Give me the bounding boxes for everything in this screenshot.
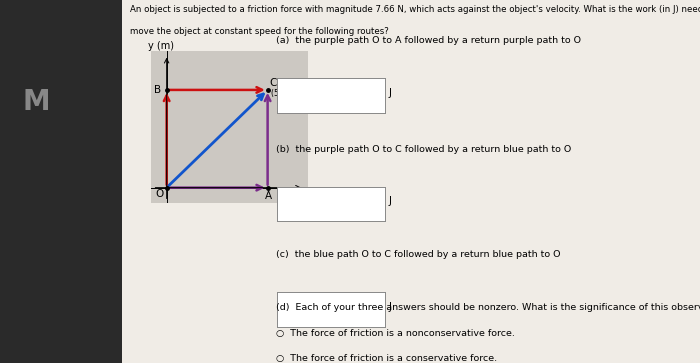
Text: B: B xyxy=(154,85,161,95)
Text: M: M xyxy=(23,87,50,116)
Text: (c)  the blue path O to C followed by a return blue path to O: (c) the blue path O to C followed by a r… xyxy=(276,250,561,260)
Text: A: A xyxy=(265,191,272,201)
Text: ○  The force of friction is a conservative force.: ○ The force of friction is a conservativ… xyxy=(276,354,498,363)
Text: (5.00, 5.00): (5.00, 5.00) xyxy=(271,89,316,98)
Text: y (m): y (m) xyxy=(148,41,174,51)
Text: J: J xyxy=(389,87,391,98)
Text: x (m): x (m) xyxy=(306,191,332,201)
Text: ○  The force of friction is a nonconservative force.: ○ The force of friction is a nonconserva… xyxy=(276,329,515,338)
Text: An object is subjected to a friction force with magnitude 7.66 N, which acts aga: An object is subjected to a friction for… xyxy=(130,5,700,15)
Text: (b)  the purple path O to C followed by a return blue path to O: (b) the purple path O to C followed by a… xyxy=(276,145,572,154)
Text: (d)  Each of your three answers should be nonzero. What is the significance of t: (d) Each of your three answers should be… xyxy=(276,303,700,312)
Text: O: O xyxy=(155,189,164,200)
Text: (a)  the purple path O to A followed by a return purple path to O: (a) the purple path O to A followed by a… xyxy=(276,36,582,45)
Text: J: J xyxy=(389,196,391,207)
Text: C: C xyxy=(270,78,277,88)
Text: J: J xyxy=(389,302,391,312)
Text: move the object at constant speed for the following routes?: move the object at constant speed for th… xyxy=(130,27,389,36)
